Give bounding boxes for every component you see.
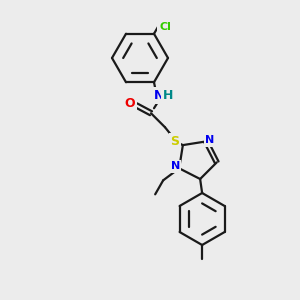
Text: S: S [170, 135, 179, 148]
Text: N: N [154, 89, 164, 102]
Text: N: N [171, 161, 180, 171]
Text: H: H [163, 89, 173, 102]
Text: Cl: Cl [159, 22, 171, 32]
Text: O: O [125, 97, 135, 110]
Text: N: N [206, 135, 215, 146]
